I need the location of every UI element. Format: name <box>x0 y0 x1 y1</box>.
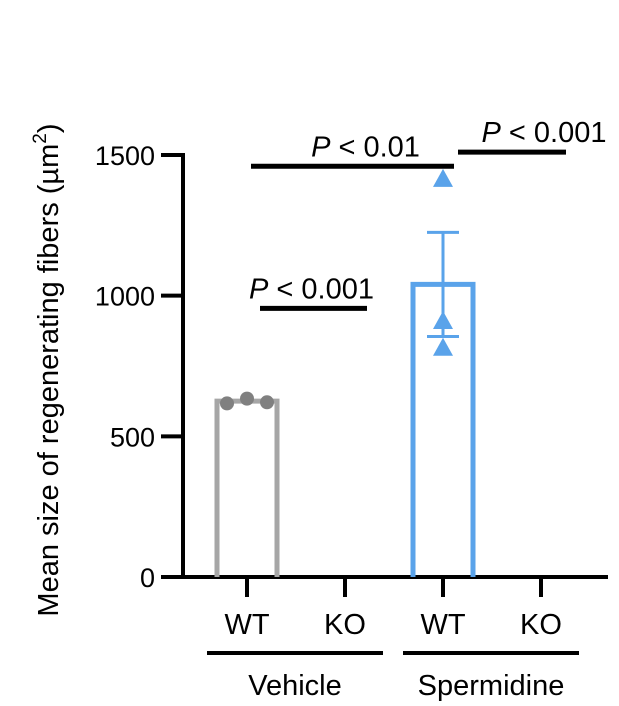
data-points <box>220 168 453 411</box>
category-label: KO <box>520 609 562 641</box>
p-symbol: P <box>249 273 269 305</box>
group-label: Vehicle <box>248 670 342 702</box>
y-axis-label-text: Mean size of regenerating fibers (µm2) <box>30 123 65 616</box>
category-label: WT <box>224 609 269 641</box>
bar <box>214 398 280 577</box>
x-axis-labels: WT KO WT KO Vehicle Spermidine <box>207 609 579 702</box>
y-axis-label-superscript: 2 <box>30 133 51 144</box>
y-tick-label: 0 <box>140 563 155 593</box>
significance-label: P < 0.001 <box>249 273 374 305</box>
significance-label: P < 0.001 <box>482 117 607 149</box>
data-point <box>433 310 453 329</box>
data-point <box>260 395 274 410</box>
y-tick-label: 500 <box>110 422 155 452</box>
p-value: < 0.001 <box>501 117 607 149</box>
group-label: Spermidine <box>418 670 565 702</box>
p-symbol: P <box>482 117 502 149</box>
y-axis-label-close: ) <box>33 123 65 133</box>
axes: 0 500 1000 1500 <box>95 141 608 597</box>
y-tick-label: 1000 <box>95 282 155 312</box>
data-point <box>220 396 234 411</box>
significance-label: P < 0.01 <box>311 131 420 163</box>
p-value: < 0.001 <box>268 273 374 305</box>
y-tick-label: 1500 <box>95 141 155 171</box>
y-axis-label-main: Mean size of regenerating fibers (µm <box>33 144 65 617</box>
p-value: < 0.01 <box>330 131 420 163</box>
y-axis-label: Mean size of regenerating fibers (µm2) <box>30 123 65 616</box>
p-symbol: P <box>311 131 331 163</box>
data-point <box>240 391 254 406</box>
data-point <box>433 337 453 356</box>
data-point <box>433 168 453 187</box>
category-label: KO <box>324 609 366 641</box>
category-label: WT <box>420 609 465 641</box>
